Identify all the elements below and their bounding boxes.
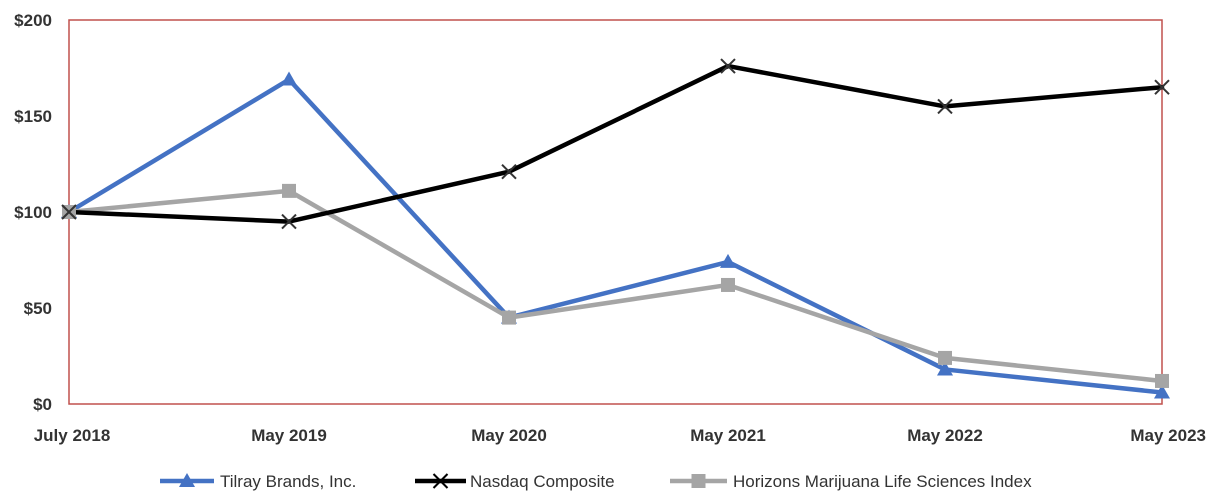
data-point-x [720,58,736,74]
x-tick-label: May 2022 [907,426,983,445]
data-point-triangle [1154,384,1170,399]
data-point-square [1155,373,1169,388]
data-point-triangle [937,361,953,376]
data-point-x [281,213,297,230]
legend-marker [691,474,706,488]
y-tick-label: $50 [24,299,52,318]
data-point-x [61,204,77,220]
y-tick-label: $200 [14,11,52,30]
legend-label: Tilray Brands, Inc. [220,472,356,491]
y-axis-ticks: $0 $50 $100 $150 $200 [14,11,52,414]
legend-item: Horizons Marijuana Life Sciences Index [670,472,1032,491]
series-line-square [66,188,1165,384]
data-point-triangle [720,253,736,268]
data-point-x [1154,79,1170,95]
x-tick-label: May 2020 [471,426,547,445]
x-tick-label: May 2021 [690,426,766,445]
data-point-x [937,98,953,115]
x-tick-label: July 2018 [34,426,111,445]
legend: Tilray Brands, Inc. Nasdaq Composite Horiz… [160,472,1032,491]
y-tick-label: $0 [33,395,52,414]
y-tick-label: $150 [14,107,52,126]
plot-area-border [68,19,1163,405]
series-line-triangle [66,77,1165,395]
legend-label: Horizons Marijuana Life Sciences Index [733,472,1032,491]
legend-marker [432,473,449,489]
legend-item: Nasdaq Composite [415,472,615,491]
x-axis-ticks: July 2018 May 2019 May 2020 May 2021 May 202… [34,426,1206,445]
series-line-x [66,63,1165,224]
data-point-square [721,277,735,292]
y-tick-label: $100 [14,203,52,222]
series-markers [61,58,1170,399]
legend-item: Tilray Brands, Inc. [160,472,356,491]
data-point-square [502,310,516,325]
legend-label: Nasdaq Composite [470,472,615,491]
data-point-x [501,163,517,180]
legend-marker [179,473,195,487]
x-tick-label: May 2019 [251,426,327,445]
series-lines [66,63,1165,395]
data-point-square [938,350,952,365]
x-tick-label: May 2023 [1130,426,1206,445]
data-point-square [282,183,296,198]
data-point-triangle [281,71,297,86]
